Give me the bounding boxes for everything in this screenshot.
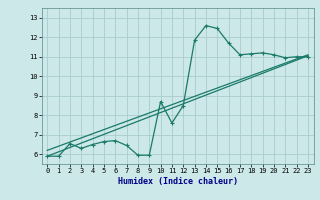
- X-axis label: Humidex (Indice chaleur): Humidex (Indice chaleur): [118, 177, 237, 186]
